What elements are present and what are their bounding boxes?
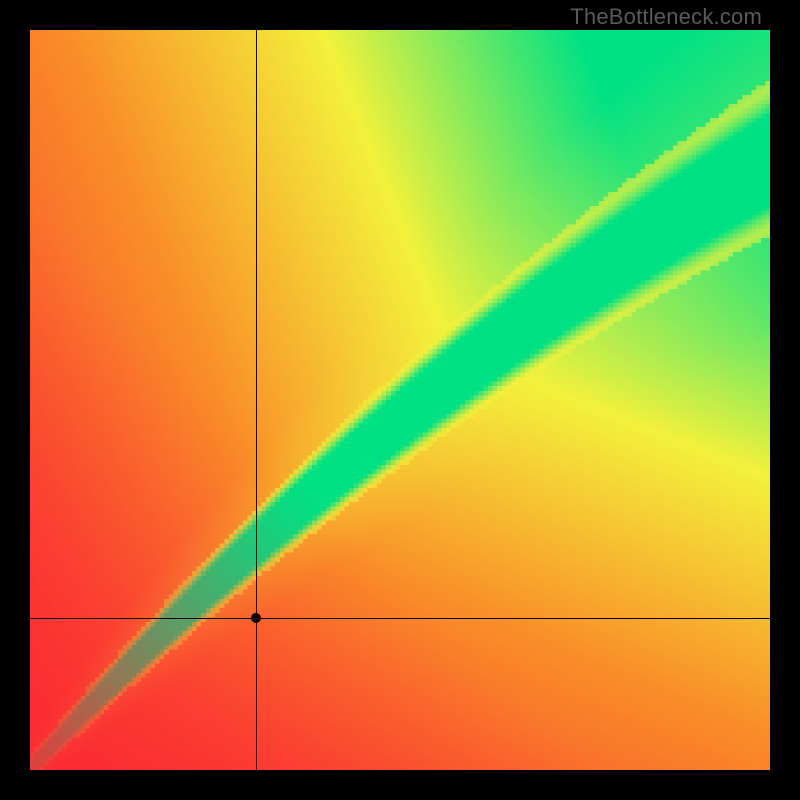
bottleneck-heatmap xyxy=(30,30,770,770)
plot-area xyxy=(30,30,770,770)
crosshair-horizontal xyxy=(30,618,770,619)
crosshair-vertical xyxy=(256,30,257,770)
selection-marker xyxy=(251,613,261,623)
watermark-text: TheBottleneck.com xyxy=(570,4,762,30)
